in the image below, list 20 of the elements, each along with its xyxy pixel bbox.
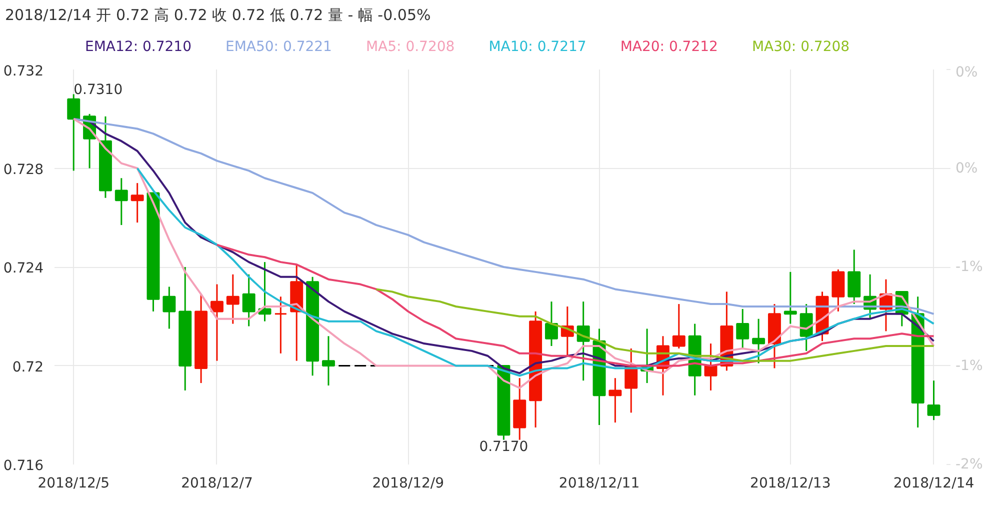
text: EMA50: 0.7221 — [225, 39, 332, 55]
x-tick-label: 2018/12/13 — [750, 476, 831, 492]
y-tick-label: 0.724 — [3, 260, 44, 276]
text: MA5: 0.7208 — [366, 39, 455, 55]
y-tick-label: 0.732 — [3, 64, 44, 80]
x-tick-label: 2018/12/7 — [181, 476, 253, 492]
text: EMA12: 0.7210 — [85, 39, 192, 55]
x-tick-label: 2018/12/11 — [558, 476, 640, 492]
y-tick-label: 0.716 — [3, 458, 44, 474]
y-tick-label: 0.72 — [12, 359, 44, 376]
text: MA20: 0.7212 — [620, 39, 718, 55]
annotation: 0.7310 — [74, 82, 123, 98]
x-tick-label: 2018/12/14 — [893, 476, 974, 492]
chart-title: 2018/12/14 开 0.72 高 0.72 收 0.72 低 0.72 量 - 幅 -0.05% — [5, 5, 431, 26]
y-tick-label: 0.728 — [3, 162, 44, 178]
x-tick-label: 2018/12/9 — [372, 476, 444, 492]
text: MA30: 0.7208 — [752, 39, 850, 55]
x-tick-label: 2018/12/5 — [38, 476, 110, 492]
text: MA10: 0.7217 — [488, 39, 586, 55]
annotation: 0.7170 — [479, 438, 528, 455]
